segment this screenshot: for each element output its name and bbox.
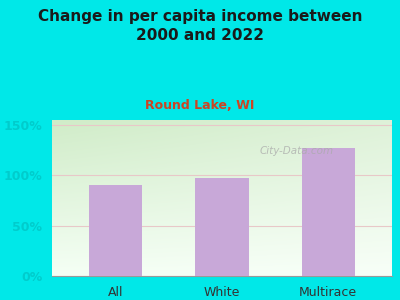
Text: Round Lake, WI: Round Lake, WI (145, 99, 255, 112)
Text: City-Data.com: City-Data.com (260, 146, 334, 156)
Bar (302, 148, 355, 276)
Text: Change in per capita income between
2000 and 2022: Change in per capita income between 2000… (38, 9, 362, 43)
Bar (196, 178, 248, 276)
Bar (89, 185, 142, 276)
